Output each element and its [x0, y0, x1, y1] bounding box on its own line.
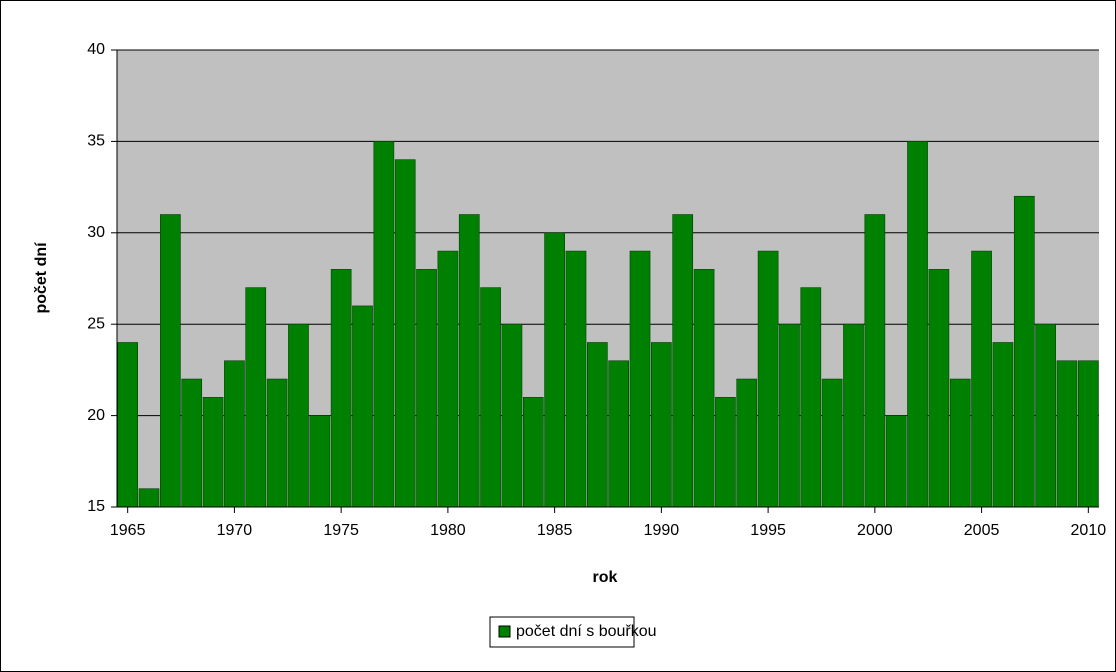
x-tick-label: 1990 — [644, 522, 680, 539]
y-tick-label: 25 — [87, 315, 105, 332]
bar — [160, 214, 181, 508]
y-tick-label: 40 — [87, 41, 105, 58]
bar — [586, 342, 608, 508]
bar — [394, 159, 416, 508]
y-axis-label: počet dní — [33, 242, 50, 314]
legend-label: počet dní s bouřkou — [516, 623, 657, 640]
x-tick-label: 2005 — [964, 522, 1000, 539]
bar — [651, 342, 672, 508]
x-axis-label: rok — [593, 569, 618, 586]
bar — [416, 269, 437, 508]
bar — [1056, 360, 1078, 508]
bar — [800, 287, 822, 508]
bar — [117, 342, 139, 508]
bar — [1013, 195, 1035, 508]
x-tick-label: 1975 — [323, 522, 359, 539]
bar — [224, 360, 245, 508]
x-tick-label: 1985 — [537, 522, 573, 539]
bar — [971, 250, 992, 508]
bar — [629, 250, 651, 508]
bar — [715, 397, 736, 508]
x-tick-label: 2000 — [857, 522, 893, 539]
x-tick-label: 1970 — [217, 522, 253, 539]
bar — [779, 323, 800, 508]
bar — [565, 250, 587, 508]
x-tick-label: 1965 — [110, 522, 146, 539]
bar — [266, 378, 288, 508]
bar — [138, 488, 160, 508]
bar — [245, 287, 267, 508]
bar — [437, 250, 459, 508]
y-tick-label: 35 — [87, 133, 105, 150]
bar — [373, 141, 395, 508]
bar — [821, 378, 843, 508]
legend-box — [489, 616, 635, 648]
legend: počet dní s bouřkou — [489, 616, 657, 648]
y-tick-label: 20 — [87, 407, 105, 424]
y-tick-label: 30 — [87, 224, 105, 241]
bar — [843, 323, 864, 508]
bar — [672, 214, 694, 508]
bar — [330, 269, 352, 508]
bar — [181, 378, 203, 508]
x-tick-label: 1995 — [750, 522, 786, 539]
bar — [608, 360, 630, 508]
bar — [352, 305, 373, 508]
bar — [693, 269, 715, 508]
bar — [885, 415, 907, 508]
bar — [522, 397, 544, 508]
bar — [864, 214, 886, 508]
bar — [458, 214, 480, 508]
x-tick-label: 2010 — [1071, 522, 1107, 539]
bar — [992, 342, 1014, 508]
bar — [949, 378, 971, 508]
bar — [757, 250, 779, 508]
bar — [480, 287, 501, 508]
bar — [907, 141, 928, 508]
bar — [309, 415, 331, 508]
bar — [544, 232, 565, 508]
bar — [501, 323, 523, 508]
legend-swatch — [498, 625, 511, 638]
bar — [288, 323, 309, 508]
bar — [1035, 323, 1056, 508]
bar — [928, 269, 950, 508]
y-tick-label: 15 — [87, 498, 105, 515]
bar — [736, 378, 758, 508]
bar — [1077, 360, 1099, 508]
x-tick-label: 1980 — [430, 522, 466, 539]
bar — [202, 397, 224, 508]
